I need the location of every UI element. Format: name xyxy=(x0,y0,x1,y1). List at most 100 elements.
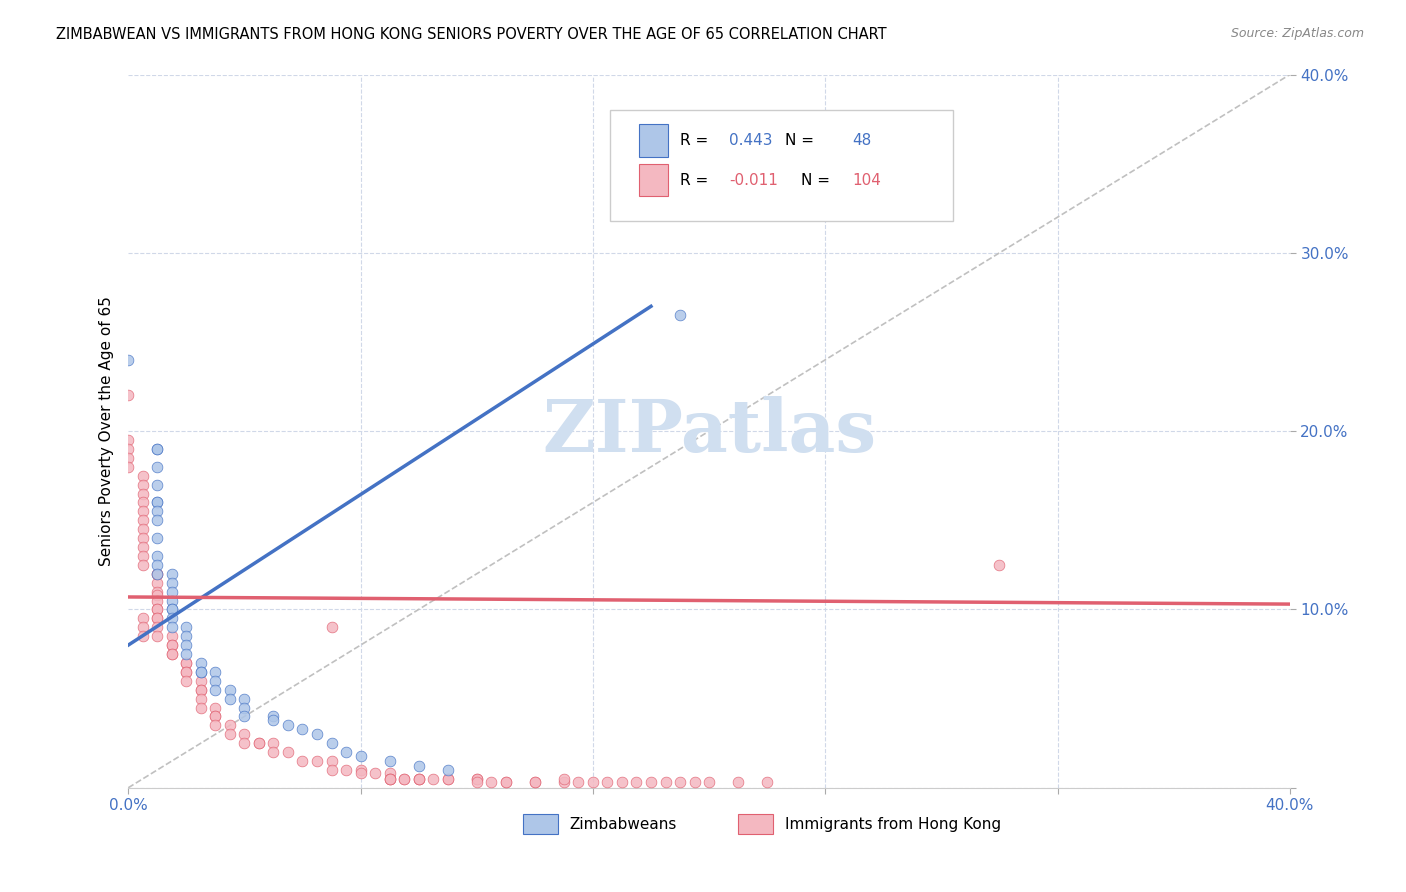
Bar xyxy=(640,163,668,195)
Point xyxy=(204,709,226,723)
Point xyxy=(132,513,155,527)
Point xyxy=(146,611,169,625)
Point xyxy=(378,754,401,768)
Point xyxy=(146,513,169,527)
Point xyxy=(335,745,357,759)
Point xyxy=(262,745,284,759)
Point xyxy=(190,700,212,714)
Point xyxy=(640,775,662,789)
Point xyxy=(132,558,155,572)
Point xyxy=(495,775,517,789)
Point xyxy=(669,775,692,789)
Text: -0.011: -0.011 xyxy=(728,172,778,187)
Point xyxy=(727,775,749,789)
Point xyxy=(176,638,198,652)
Point xyxy=(756,775,779,789)
Point xyxy=(596,775,619,789)
Point xyxy=(146,504,169,518)
Point xyxy=(146,566,169,581)
Point xyxy=(160,611,183,625)
Point xyxy=(146,549,169,563)
Point xyxy=(176,665,198,679)
Point xyxy=(146,575,169,590)
Point xyxy=(146,558,169,572)
Point xyxy=(204,682,226,697)
Text: 48: 48 xyxy=(852,133,872,148)
Point xyxy=(146,584,169,599)
Text: 0.443: 0.443 xyxy=(728,133,772,148)
Point xyxy=(176,673,198,688)
Point xyxy=(132,477,155,491)
Point xyxy=(117,388,139,402)
Point xyxy=(408,772,430,786)
Point xyxy=(160,647,183,661)
Point xyxy=(408,772,430,786)
Point xyxy=(117,442,139,456)
Point xyxy=(378,772,401,786)
Point xyxy=(190,682,212,697)
Point xyxy=(277,718,299,732)
Point xyxy=(160,602,183,616)
Point xyxy=(392,772,415,786)
Point xyxy=(146,602,169,616)
Point xyxy=(683,775,706,789)
Text: R =: R = xyxy=(681,172,713,187)
Point xyxy=(335,763,357,777)
Point xyxy=(132,629,155,643)
Point xyxy=(132,540,155,554)
Point xyxy=(146,495,169,509)
Point xyxy=(146,593,169,607)
Point xyxy=(190,673,212,688)
Point xyxy=(132,611,155,625)
Point xyxy=(378,766,401,780)
Point xyxy=(408,759,430,773)
Point xyxy=(146,459,169,474)
Text: ZIPatlas: ZIPatlas xyxy=(543,396,876,467)
Point xyxy=(392,772,415,786)
Point xyxy=(204,718,226,732)
Point xyxy=(132,620,155,634)
Point xyxy=(146,566,169,581)
Point xyxy=(262,713,284,727)
Point xyxy=(176,647,198,661)
Point xyxy=(567,775,589,789)
Point xyxy=(117,450,139,465)
Point xyxy=(321,754,343,768)
Point xyxy=(146,620,169,634)
Point xyxy=(247,736,270,750)
Point xyxy=(190,691,212,706)
Point xyxy=(176,620,198,634)
Point xyxy=(553,775,575,789)
Point xyxy=(654,775,676,789)
Point xyxy=(436,763,458,777)
Point xyxy=(988,558,1011,572)
Point xyxy=(132,495,155,509)
Point xyxy=(190,665,212,679)
Point xyxy=(247,736,270,750)
Point xyxy=(160,566,183,581)
Text: Zimbabweans: Zimbabweans xyxy=(569,817,678,831)
Point xyxy=(146,495,169,509)
Point xyxy=(160,629,183,643)
Point xyxy=(378,772,401,786)
Bar xyxy=(523,814,558,834)
Point xyxy=(160,584,183,599)
Point xyxy=(146,602,169,616)
Point xyxy=(233,727,256,741)
Point xyxy=(553,772,575,786)
Point xyxy=(436,772,458,786)
Point xyxy=(146,611,169,625)
Point xyxy=(305,754,328,768)
Point xyxy=(277,745,299,759)
Point xyxy=(582,775,605,789)
Point xyxy=(422,772,444,786)
Point xyxy=(321,620,343,634)
Point xyxy=(146,588,169,602)
Point xyxy=(233,709,256,723)
Point xyxy=(160,647,183,661)
Point xyxy=(349,766,371,780)
Text: N =: N = xyxy=(801,172,835,187)
Point xyxy=(233,736,256,750)
Point xyxy=(146,442,169,456)
Point xyxy=(465,772,488,786)
